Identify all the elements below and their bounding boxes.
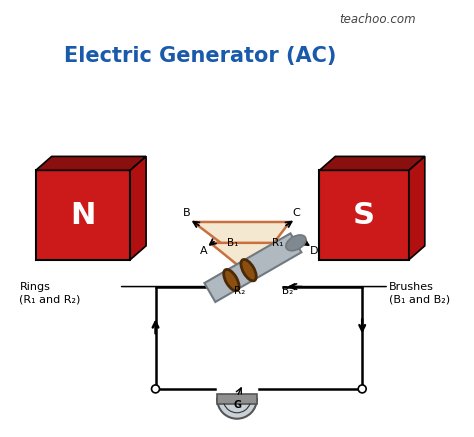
Text: C: C (292, 208, 301, 218)
Wedge shape (217, 399, 257, 419)
Polygon shape (36, 170, 130, 260)
Text: Brushes
(B₁ and B₂): Brushes (B₁ and B₂) (389, 281, 450, 305)
Polygon shape (210, 243, 307, 273)
Text: N: N (70, 201, 96, 229)
Text: Rings
(R₁ and R₂): Rings (R₁ and R₂) (19, 281, 81, 305)
Text: R₂: R₂ (234, 285, 246, 295)
Bar (217, 394, 257, 404)
Polygon shape (319, 156, 425, 170)
Text: B: B (182, 208, 190, 218)
Text: D: D (310, 246, 318, 256)
Polygon shape (409, 156, 425, 260)
Ellipse shape (241, 260, 256, 281)
Polygon shape (193, 222, 290, 263)
Text: teachoo.com: teachoo.com (339, 13, 416, 26)
Text: G: G (233, 400, 241, 410)
Text: B₁: B₁ (228, 238, 239, 248)
Text: Electric Generator (AC): Electric Generator (AC) (64, 46, 337, 66)
Circle shape (152, 385, 159, 393)
Circle shape (358, 385, 366, 393)
Text: B₂: B₂ (282, 285, 293, 295)
Polygon shape (204, 233, 301, 302)
Ellipse shape (286, 235, 306, 251)
Text: A: A (200, 246, 207, 256)
Polygon shape (319, 170, 409, 260)
Polygon shape (36, 156, 146, 170)
Text: S: S (353, 201, 375, 229)
Polygon shape (130, 156, 146, 260)
Ellipse shape (224, 270, 239, 291)
Text: R₁: R₁ (272, 238, 283, 248)
